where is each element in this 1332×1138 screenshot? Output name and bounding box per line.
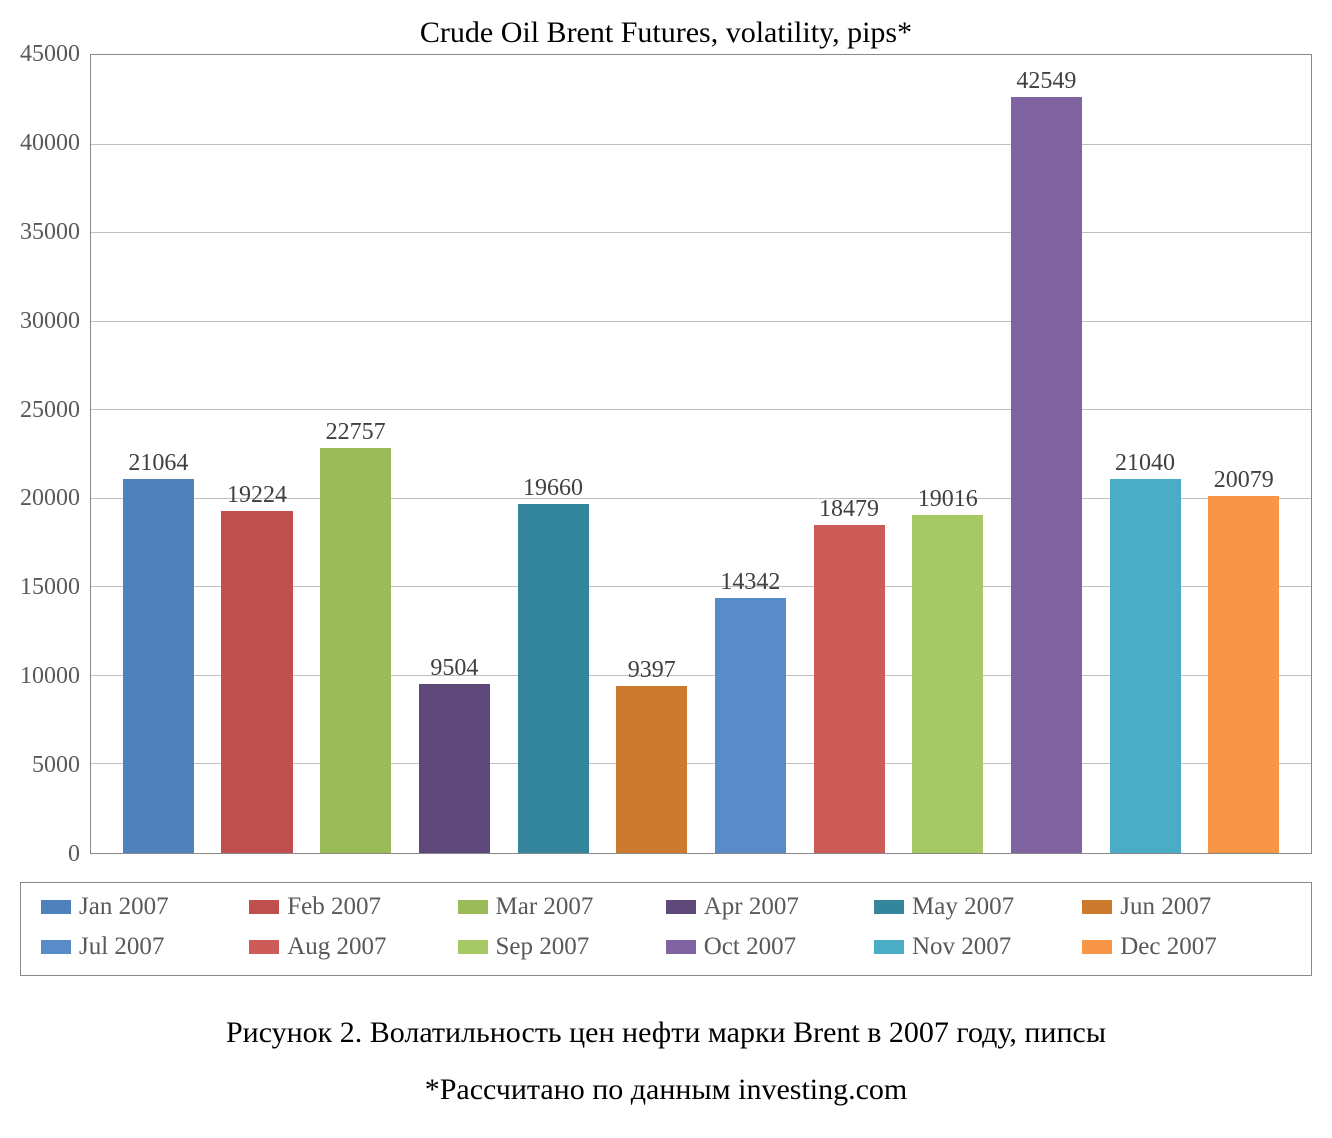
bar <box>320 448 391 853</box>
legend-item: May 2007 <box>874 893 1082 921</box>
legend-label: Apr 2007 <box>704 893 799 921</box>
bar-value-label: 18479 <box>819 496 879 523</box>
bar-value-label: 21064 <box>128 450 188 477</box>
y-axis: 0500010000150002000025000300003500040000… <box>20 54 90 854</box>
bar-slot: 42549 <box>997 55 1096 853</box>
legend-swatch-icon <box>874 900 904 914</box>
bar-slot: 19660 <box>504 55 603 853</box>
legend-item: Jun 2007 <box>1082 893 1290 921</box>
bar-slot: 18479 <box>800 55 899 853</box>
bar-value-label: 42549 <box>1016 68 1076 95</box>
legend-swatch-icon <box>1082 940 1112 954</box>
bar <box>419 684 490 853</box>
bar-value-label: 14342 <box>720 569 780 596</box>
legend-swatch-icon <box>666 940 696 954</box>
legend-item: Apr 2007 <box>666 893 874 921</box>
caption-line-1: Рисунок 2. Волатильность цен нефти марки… <box>20 1004 1312 1061</box>
bar-value-label: 19016 <box>918 486 978 513</box>
bar <box>814 525 885 854</box>
legend-label: Nov 2007 <box>912 933 1011 961</box>
legend-label: Feb 2007 <box>287 893 381 921</box>
legend-item: Dec 2007 <box>1082 933 1290 961</box>
legend: Jan 2007 Feb 2007 Mar 2007 Apr 2007 May 2007… <box>20 882 1312 976</box>
plot-area: 21064 19224 22757 9504 19660 9397 14342 18479 19… <box>90 54 1312 854</box>
bar <box>616 686 687 853</box>
bar <box>123 479 194 853</box>
bar <box>1011 97 1082 853</box>
bar-value-label: 19660 <box>523 475 583 502</box>
bar <box>1110 479 1181 853</box>
legend-swatch-icon <box>1082 900 1112 914</box>
legend-item: Aug 2007 <box>249 933 457 961</box>
legend-item: Mar 2007 <box>458 893 666 921</box>
legend-label: Aug 2007 <box>287 933 386 961</box>
legend-swatch-icon <box>874 940 904 954</box>
bar <box>715 598 786 853</box>
bar-value-label: 9504 <box>430 655 478 682</box>
bars-container: 21064 19224 22757 9504 19660 9397 14342 18479 19… <box>91 55 1311 853</box>
legend-label: Oct 2007 <box>704 933 796 961</box>
legend-swatch-icon <box>458 940 488 954</box>
bar-value-label: 22757 <box>326 419 386 446</box>
bar-value-label: 21040 <box>1115 450 1175 477</box>
bar <box>912 515 983 853</box>
legend-label: Mar 2007 <box>496 893 594 921</box>
bar <box>1208 496 1279 853</box>
legend-swatch-icon <box>41 900 71 914</box>
bar <box>221 511 292 853</box>
legend-swatch-icon <box>249 900 279 914</box>
legend-item: Feb 2007 <box>249 893 457 921</box>
bar-value-label: 19224 <box>227 482 287 509</box>
bar-slot: 21064 <box>109 55 208 853</box>
legend-item: Jan 2007 <box>41 893 249 921</box>
legend-label: Jan 2007 <box>79 893 169 921</box>
legend-swatch-icon <box>666 900 696 914</box>
legend-label: Dec 2007 <box>1120 933 1217 961</box>
bar-slot: 19224 <box>208 55 307 853</box>
legend-label: May 2007 <box>912 893 1014 921</box>
legend-swatch-icon <box>458 900 488 914</box>
legend-label: Sep 2007 <box>496 933 590 961</box>
bar-value-label: 20079 <box>1214 467 1274 494</box>
legend-swatch-icon <box>249 940 279 954</box>
caption: Рисунок 2. Волатильность цен нефти марки… <box>20 1004 1312 1118</box>
bar <box>518 504 589 854</box>
plot-row: 0500010000150002000025000300003500040000… <box>20 54 1312 854</box>
legend-item: Sep 2007 <box>458 933 666 961</box>
legend-swatch-icon <box>41 940 71 954</box>
bar-slot: 19016 <box>898 55 997 853</box>
bar-slot: 9397 <box>602 55 701 853</box>
legend-item: Oct 2007 <box>666 933 874 961</box>
bar-slot: 21040 <box>1096 55 1195 853</box>
legend-item: Nov 2007 <box>874 933 1082 961</box>
bar-value-label: 9397 <box>628 657 676 684</box>
legend-item: Jul 2007 <box>41 933 249 961</box>
legend-label: Jul 2007 <box>79 933 164 961</box>
bar-slot: 9504 <box>405 55 504 853</box>
bar-slot: 22757 <box>306 55 405 853</box>
caption-line-2: *Рассчитано по данным investing.com <box>20 1061 1312 1118</box>
bar-slot: 20079 <box>1194 55 1293 853</box>
legend-label: Jun 2007 <box>1120 893 1211 921</box>
chart-title: Crude Oil Brent Futures, volatility, pip… <box>20 16 1312 50</box>
bar-slot: 14342 <box>701 55 800 853</box>
figure-container: Crude Oil Brent Futures, volatility, pip… <box>0 0 1332 1138</box>
